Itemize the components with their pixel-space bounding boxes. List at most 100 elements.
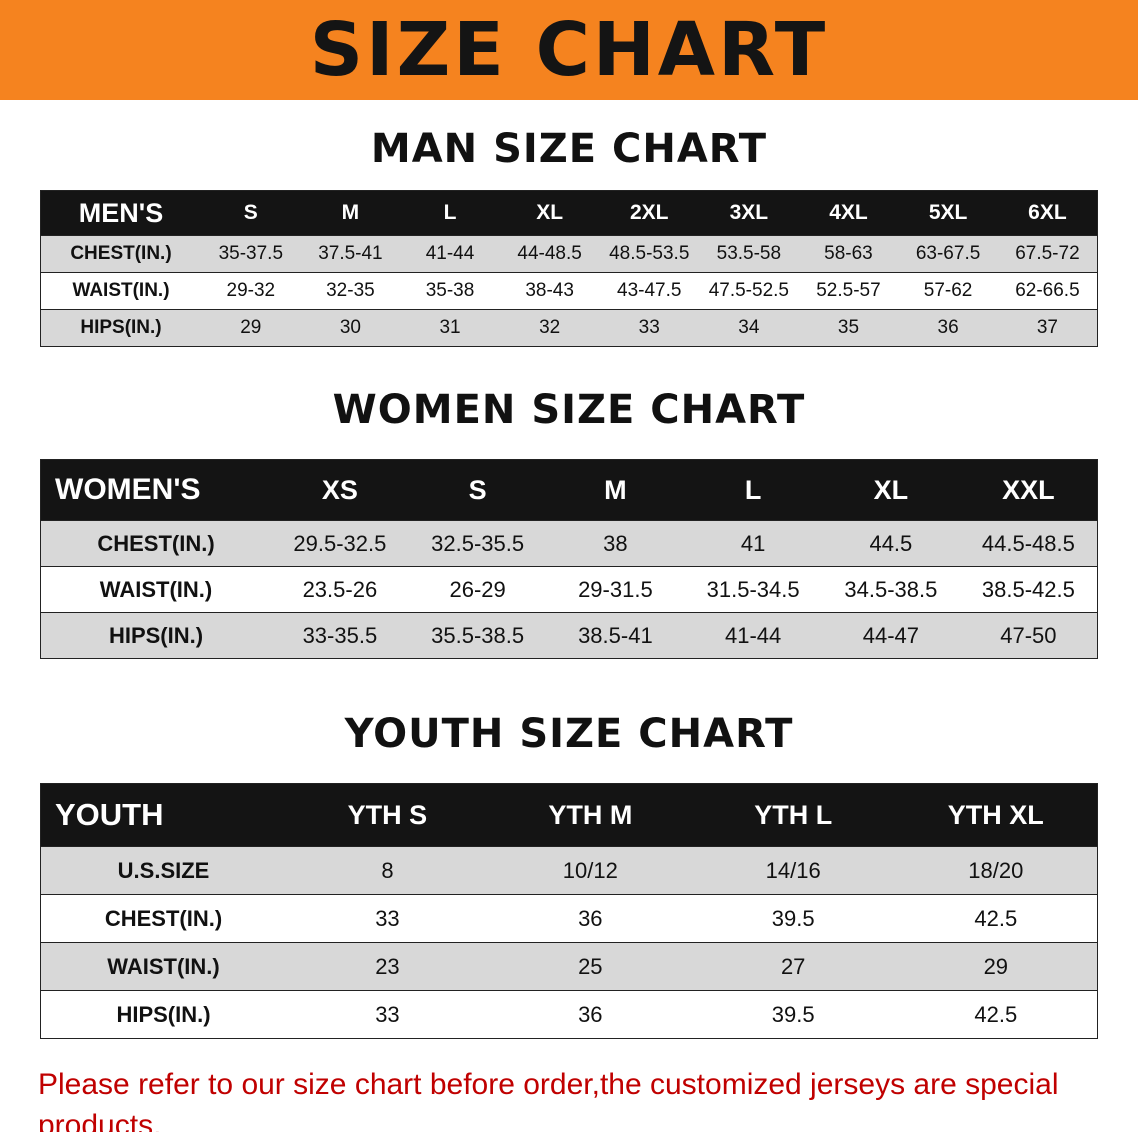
size-value: 44-47 — [822, 612, 960, 659]
row-label: HIPS(IN.) — [40, 309, 201, 347]
size-value: 42.5 — [894, 990, 1098, 1039]
table-corner-label: WOMEN'S — [40, 459, 271, 521]
row-label: CHEST(IN.) — [40, 235, 201, 273]
youth-size-table: YOUTH YTH S YTH M YTH L YTH XL U.S.SIZE 8 10/12… — [40, 783, 1098, 1039]
size-value: 32-35 — [300, 272, 401, 310]
size-column-header: L — [400, 190, 500, 236]
table-corner-label: YOUTH — [40, 783, 286, 847]
size-value: 33-35.5 — [271, 612, 409, 659]
size-value: 35-37.5 — [201, 235, 301, 273]
row-label: CHEST(IN.) — [40, 520, 271, 567]
size-value: 36 — [898, 309, 998, 347]
size-column-header: 5XL — [898, 190, 998, 236]
men-section-title: MAN SIZE CHART — [370, 126, 768, 172]
size-column-header: S — [408, 459, 547, 521]
size-value: 33 — [286, 894, 489, 943]
size-column-header: 6XL — [997, 190, 1098, 236]
banner: SIZE CHART — [0, 0, 1138, 100]
mens-size-table: MEN'S S M L XL 2XL 3XL 4XL 5XL 6XL CHEST(IN.) 35-37… — [40, 190, 1098, 347]
size-value: 41-44 — [684, 612, 822, 659]
size-column-header: M — [546, 459, 685, 521]
size-value: 31 — [400, 309, 500, 347]
size-value: 36 — [488, 894, 692, 943]
size-column-header: XXL — [959, 459, 1098, 521]
size-value: 47-50 — [959, 612, 1098, 659]
size-value: 18/20 — [894, 846, 1098, 895]
size-value: 14/16 — [691, 846, 895, 895]
size-value: 58-63 — [798, 235, 899, 273]
table-corner-label: MEN'S — [40, 190, 201, 236]
size-column-header: 4XL — [798, 190, 899, 236]
table-row: WAIST(IN.) 29-32 32-35 35-38 38-43 43-47.5 47.… — [40, 272, 1098, 310]
size-value: 35.5-38.5 — [408, 612, 547, 659]
table-row: WAIST(IN.) 23 25 27 29 — [40, 942, 1098, 991]
size-value: 29-32 — [201, 272, 301, 310]
size-column-header: XL — [499, 190, 600, 236]
size-column-header: S — [201, 190, 301, 236]
size-column-header: L — [684, 459, 822, 521]
size-value: 33 — [599, 309, 700, 347]
table-row: HIPS(IN.) 33-35.5 35.5-38.5 38.5-41 41-44 44-… — [40, 612, 1098, 659]
size-value: 38-43 — [499, 272, 600, 310]
size-column-header: YTH S — [286, 783, 489, 847]
size-column-header: 3XL — [699, 190, 799, 236]
size-value: 48.5-53.5 — [599, 235, 700, 273]
size-value: 32 — [499, 309, 600, 347]
size-value: 41 — [684, 520, 822, 567]
size-value: 44.5 — [822, 520, 960, 567]
size-value: 53.5-58 — [699, 235, 799, 273]
size-value: 44.5-48.5 — [959, 520, 1098, 567]
size-column-header: XS — [271, 459, 409, 521]
size-column-header: XL — [822, 459, 960, 521]
size-value: 29 — [201, 309, 301, 347]
size-value: 47.5-52.5 — [699, 272, 799, 310]
size-value: 44-48.5 — [499, 235, 600, 273]
size-column-header: 2XL — [599, 190, 700, 236]
size-value: 30 — [300, 309, 401, 347]
table-row: HIPS(IN.) 29 30 31 32 33 34 35 36 37 — [40, 309, 1098, 347]
row-label: WAIST(IN.) — [40, 566, 271, 613]
size-value: 34 — [699, 309, 799, 347]
footer-disclaimer: Please refer to our size chart before or… — [0, 1065, 1138, 1132]
size-value: 57-62 — [898, 272, 998, 310]
row-label: HIPS(IN.) — [40, 990, 286, 1039]
size-value: 31.5-34.5 — [684, 566, 822, 613]
size-value: 67.5-72 — [997, 235, 1098, 273]
page-title: SIZE CHART — [309, 7, 829, 93]
size-value: 23.5-26 — [271, 566, 409, 613]
size-column-header: YTH M — [488, 783, 692, 847]
footer-line-1: Please refer to our size chart before or… — [38, 1068, 1059, 1132]
size-value: 29-31.5 — [546, 566, 685, 613]
table-row: WAIST(IN.) 23.5-26 26-29 29-31.5 31.5-34.5 34… — [40, 566, 1098, 613]
size-value: 27 — [691, 942, 895, 991]
table-row: CHEST(IN.) 29.5-32.5 32.5-35.5 38 41 44.5 44.5… — [40, 520, 1098, 567]
women-section-title: WOMEN SIZE CHART — [332, 387, 806, 433]
size-value: 41-44 — [400, 235, 500, 273]
youth-section-title: YOUTH SIZE CHART — [344, 711, 794, 757]
size-value: 23 — [286, 942, 489, 991]
size-value: 26-29 — [408, 566, 547, 613]
size-value: 38 — [546, 520, 685, 567]
size-value: 52.5-57 — [798, 272, 899, 310]
row-label: CHEST(IN.) — [40, 894, 286, 943]
size-value: 39.5 — [691, 894, 895, 943]
size-value: 63-67.5 — [898, 235, 998, 273]
table-row: HIPS(IN.) 33 36 39.5 42.5 — [40, 990, 1098, 1039]
size-value: 37.5-41 — [300, 235, 401, 273]
size-value: 10/12 — [488, 846, 692, 895]
size-value: 34.5-38.5 — [822, 566, 960, 613]
womens-size-table: WOMEN'S XS S M L XL XXL CHEST(IN.) 29.5-32.5 32.5… — [40, 459, 1098, 659]
size-value: 42.5 — [894, 894, 1098, 943]
size-column-header: YTH XL — [894, 783, 1098, 847]
size-value: 32.5-35.5 — [408, 520, 547, 567]
size-value: 29 — [894, 942, 1098, 991]
size-value: 33 — [286, 990, 489, 1039]
size-column-header: YTH L — [691, 783, 895, 847]
table-row: U.S.SIZE 8 10/12 14/16 18/20 — [40, 846, 1098, 895]
row-label: WAIST(IN.) — [40, 272, 201, 310]
size-column-header: M — [300, 190, 401, 236]
size-value: 8 — [286, 846, 489, 895]
size-value: 36 — [488, 990, 692, 1039]
table-header-row: YOUTH YTH S YTH M YTH L YTH XL — [40, 783, 1098, 847]
